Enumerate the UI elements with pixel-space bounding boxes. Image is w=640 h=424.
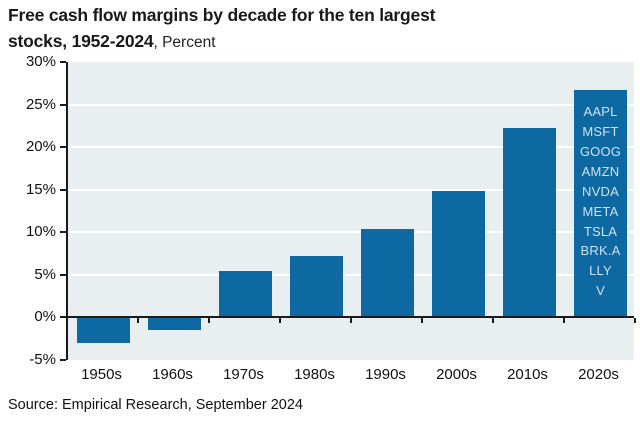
y-tick-label: 0%: [34, 308, 56, 326]
ticker-label-LLY: LLY: [589, 263, 612, 279]
x-tick-label: 1980s: [294, 366, 335, 383]
y-axis-tick: [60, 61, 66, 63]
chart-title: Free cash flow margins by decade for the…: [8, 3, 628, 55]
bar-2010s: [503, 128, 556, 317]
x-tick-label: 1960s: [152, 366, 193, 383]
y-tick-label: 30%: [25, 53, 56, 70]
chart-title-units: , Percent: [153, 34, 216, 51]
ticker-label-V: V: [596, 283, 605, 299]
ticker-label-NVDA: NVDA: [582, 183, 619, 199]
bar-1980s: [290, 256, 343, 317]
x-axis-line: [68, 316, 634, 319]
y-tick-label: 20%: [25, 138, 56, 156]
gridline-20: [68, 146, 634, 149]
x-tick-label: 2020s: [578, 366, 619, 383]
ticker-label-META: META: [582, 203, 619, 219]
ticker-label-TSLA: TSLA: [583, 223, 618, 239]
gridline-5: [68, 273, 634, 276]
y-axis-tick: [60, 146, 66, 149]
y-tick-label: 15%: [25, 180, 56, 198]
y-axis-tick: [60, 231, 66, 234]
ticker-label-BRK.A: BRK.A: [580, 243, 621, 259]
gridline-15: [68, 188, 634, 191]
x-axis-tick: [137, 318, 139, 324]
ticker-label-MSFT: MSFT: [582, 124, 619, 139]
x-tick-label: 1990s: [365, 366, 406, 383]
x-axis-tick: [208, 318, 210, 324]
ticker-label-AAPL: AAPL: [583, 104, 618, 120]
bar-1950s: [77, 318, 130, 343]
bar-1970s: [219, 270, 272, 317]
y-tick-label: 10%: [25, 223, 56, 241]
x-axis-tick: [350, 318, 352, 324]
ticker-label-AMZN: AMZN: [581, 163, 620, 179]
x-tick-label: 2010s: [507, 366, 548, 383]
ticker-label-GOOG: GOOG: [579, 143, 622, 159]
x-axis-tick: [563, 318, 565, 324]
y-axis-tick: [60, 273, 66, 276]
bar-ticker-list: AAPL MSFT GOOG AMZN NVDA META TSLA BRK.A LLY V: [574, 90, 627, 317]
y-tick-label: -5%: [29, 351, 56, 368]
y-axis-tick: [60, 359, 66, 361]
x-tick-label: 2000s: [436, 366, 477, 383]
bar-2020s: [574, 90, 627, 317]
x-axis-tick: [634, 318, 636, 324]
y-axis-tick: [60, 188, 66, 191]
y-tick-label: 5%: [34, 265, 56, 283]
y-axis-tick: [60, 316, 66, 319]
bar-2000s: [432, 190, 485, 317]
bar-1990s: [361, 228, 414, 317]
x-axis-tick: [492, 318, 494, 324]
y-axis-tick: [60, 103, 66, 106]
source-note: Source: Empirical Research, September 20…: [8, 397, 303, 413]
chart-title-line2: stocks, 1952-2024: [8, 31, 154, 51]
x-tick-label: 1950s: [81, 366, 122, 383]
x-axis-tick: [279, 318, 281, 324]
chart-title-line1: Free cash flow margins by decade for the…: [8, 5, 436, 25]
x-tick-label: 1970s: [223, 366, 264, 383]
plot-area: AAPL MSFT GOOG AMZN NVDA META TSLA BRK.A LLY V: [60, 61, 636, 361]
gridline-10: [68, 231, 634, 234]
gridline-25: [68, 103, 634, 106]
bar-1960s: [148, 318, 201, 331]
x-axis-tick: [421, 318, 423, 324]
y-tick-label: 25%: [25, 95, 56, 113]
